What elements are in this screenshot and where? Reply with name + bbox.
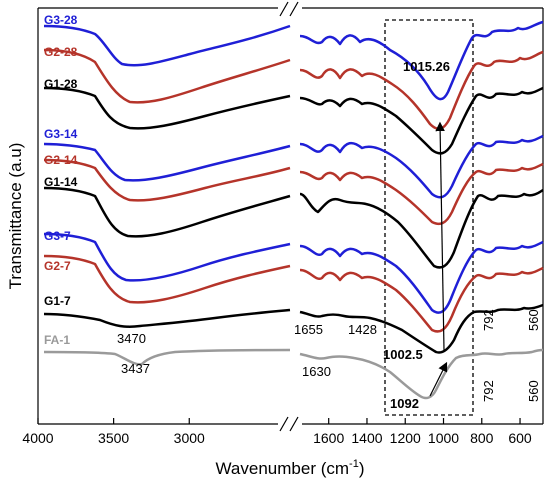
series-label-g3-7: G3-7 [44, 229, 71, 243]
y-axis-title: Transmittance (a.u) [6, 143, 25, 290]
series-label-g2-7: G2-7 [44, 259, 71, 273]
annotation-1092: 1092 [390, 396, 419, 411]
x-tick-label-right-4: 800 [470, 430, 494, 446]
series-line-g3-7 [43, 232, 544, 314]
annotation-1428: 1428 [348, 322, 377, 337]
axis-break [278, 0, 302, 432]
series-label-g3-28: G3-28 [44, 13, 78, 27]
x-tick-label-right-1: 1400 [351, 430, 382, 446]
series-line-g1-28 [43, 86, 544, 155]
series-line-g2-28 [43, 48, 544, 131]
series-line-g2-7 [43, 254, 544, 333]
x-axis-title-sup: -1 [349, 458, 359, 470]
axis-break-gap-bottom [278, 416, 302, 432]
series-label-g1-14: G1-14 [44, 175, 78, 189]
series-line-g1-7 [43, 303, 544, 354]
x-axis-title: Wavenumber (cm-1) [216, 458, 365, 478]
axis-break-mark-bottom-2 [289, 416, 299, 432]
x-ticks: 4000 3500 3000 1600 1400 1200 1000 800 600 [22, 418, 532, 446]
series-label-g3-14: G3-14 [44, 127, 78, 141]
series-lines [43, 20, 544, 400]
series-label-g1-28: G1-28 [44, 77, 78, 91]
x-tick-label-right-3: 1000 [428, 430, 459, 446]
x-tick-label-left-0: 4000 [22, 430, 53, 446]
series-line-g3-14 [43, 134, 544, 199]
axis-break-mark-top-1 [279, 1, 289, 17]
axis-break-gap-top [278, 0, 302, 16]
x-tick-label-left-1: 3500 [98, 430, 129, 446]
series-label-g1-7: G1-7 [44, 294, 71, 308]
series-line-g2-14 [43, 158, 544, 226]
axis-break-mark-top-2 [289, 1, 299, 17]
series-label-g2-14: G2-14 [44, 153, 78, 167]
x-tick-label-right-2: 1200 [390, 430, 421, 446]
x-axis-title-close: ) [359, 459, 365, 478]
series-label-fa-1: FA-1 [44, 333, 70, 347]
x-axis-title-main: Wavenumber (cm [216, 459, 350, 478]
x-tick-label-left-2: 3000 [174, 430, 205, 446]
annotations: 1015.26 3470 1655 1428 792 560 1002.5 34… [117, 59, 541, 411]
highlight-box [384, 19, 474, 416]
annotation-1630: 1630 [302, 364, 331, 379]
annotation-3470: 3470 [117, 331, 146, 346]
annotation-1015-26: 1015.26 [403, 59, 450, 74]
series-line-g1-14 [43, 186, 544, 269]
annotation-792-upper: 792 [481, 309, 496, 331]
axis-break-mark-bottom-1 [279, 416, 289, 432]
series-label-g2-28: G2-28 [44, 45, 78, 59]
annotation-1002-5: 1002.5 [383, 347, 423, 362]
annotation-3437: 3437 [121, 361, 150, 376]
series-line-fa-1 [43, 348, 544, 400]
annotation-1655: 1655 [294, 322, 323, 337]
x-tick-label-right-5: 600 [508, 430, 532, 446]
annotation-560-upper: 560 [526, 309, 541, 331]
shift-arrow-main [435, 121, 445, 351]
series-labels: G3-28 G2-28 G1-28 G3-14 G2-14 G1-14 G3-7… [44, 13, 78, 347]
series-line-g3-28 [43, 20, 544, 101]
annotation-560-lower: 560 [526, 380, 541, 402]
x-tick-label-right-0: 1600 [313, 430, 344, 446]
annotation-792-lower: 792 [481, 380, 496, 402]
shift-arrow-lower [429, 361, 448, 397]
